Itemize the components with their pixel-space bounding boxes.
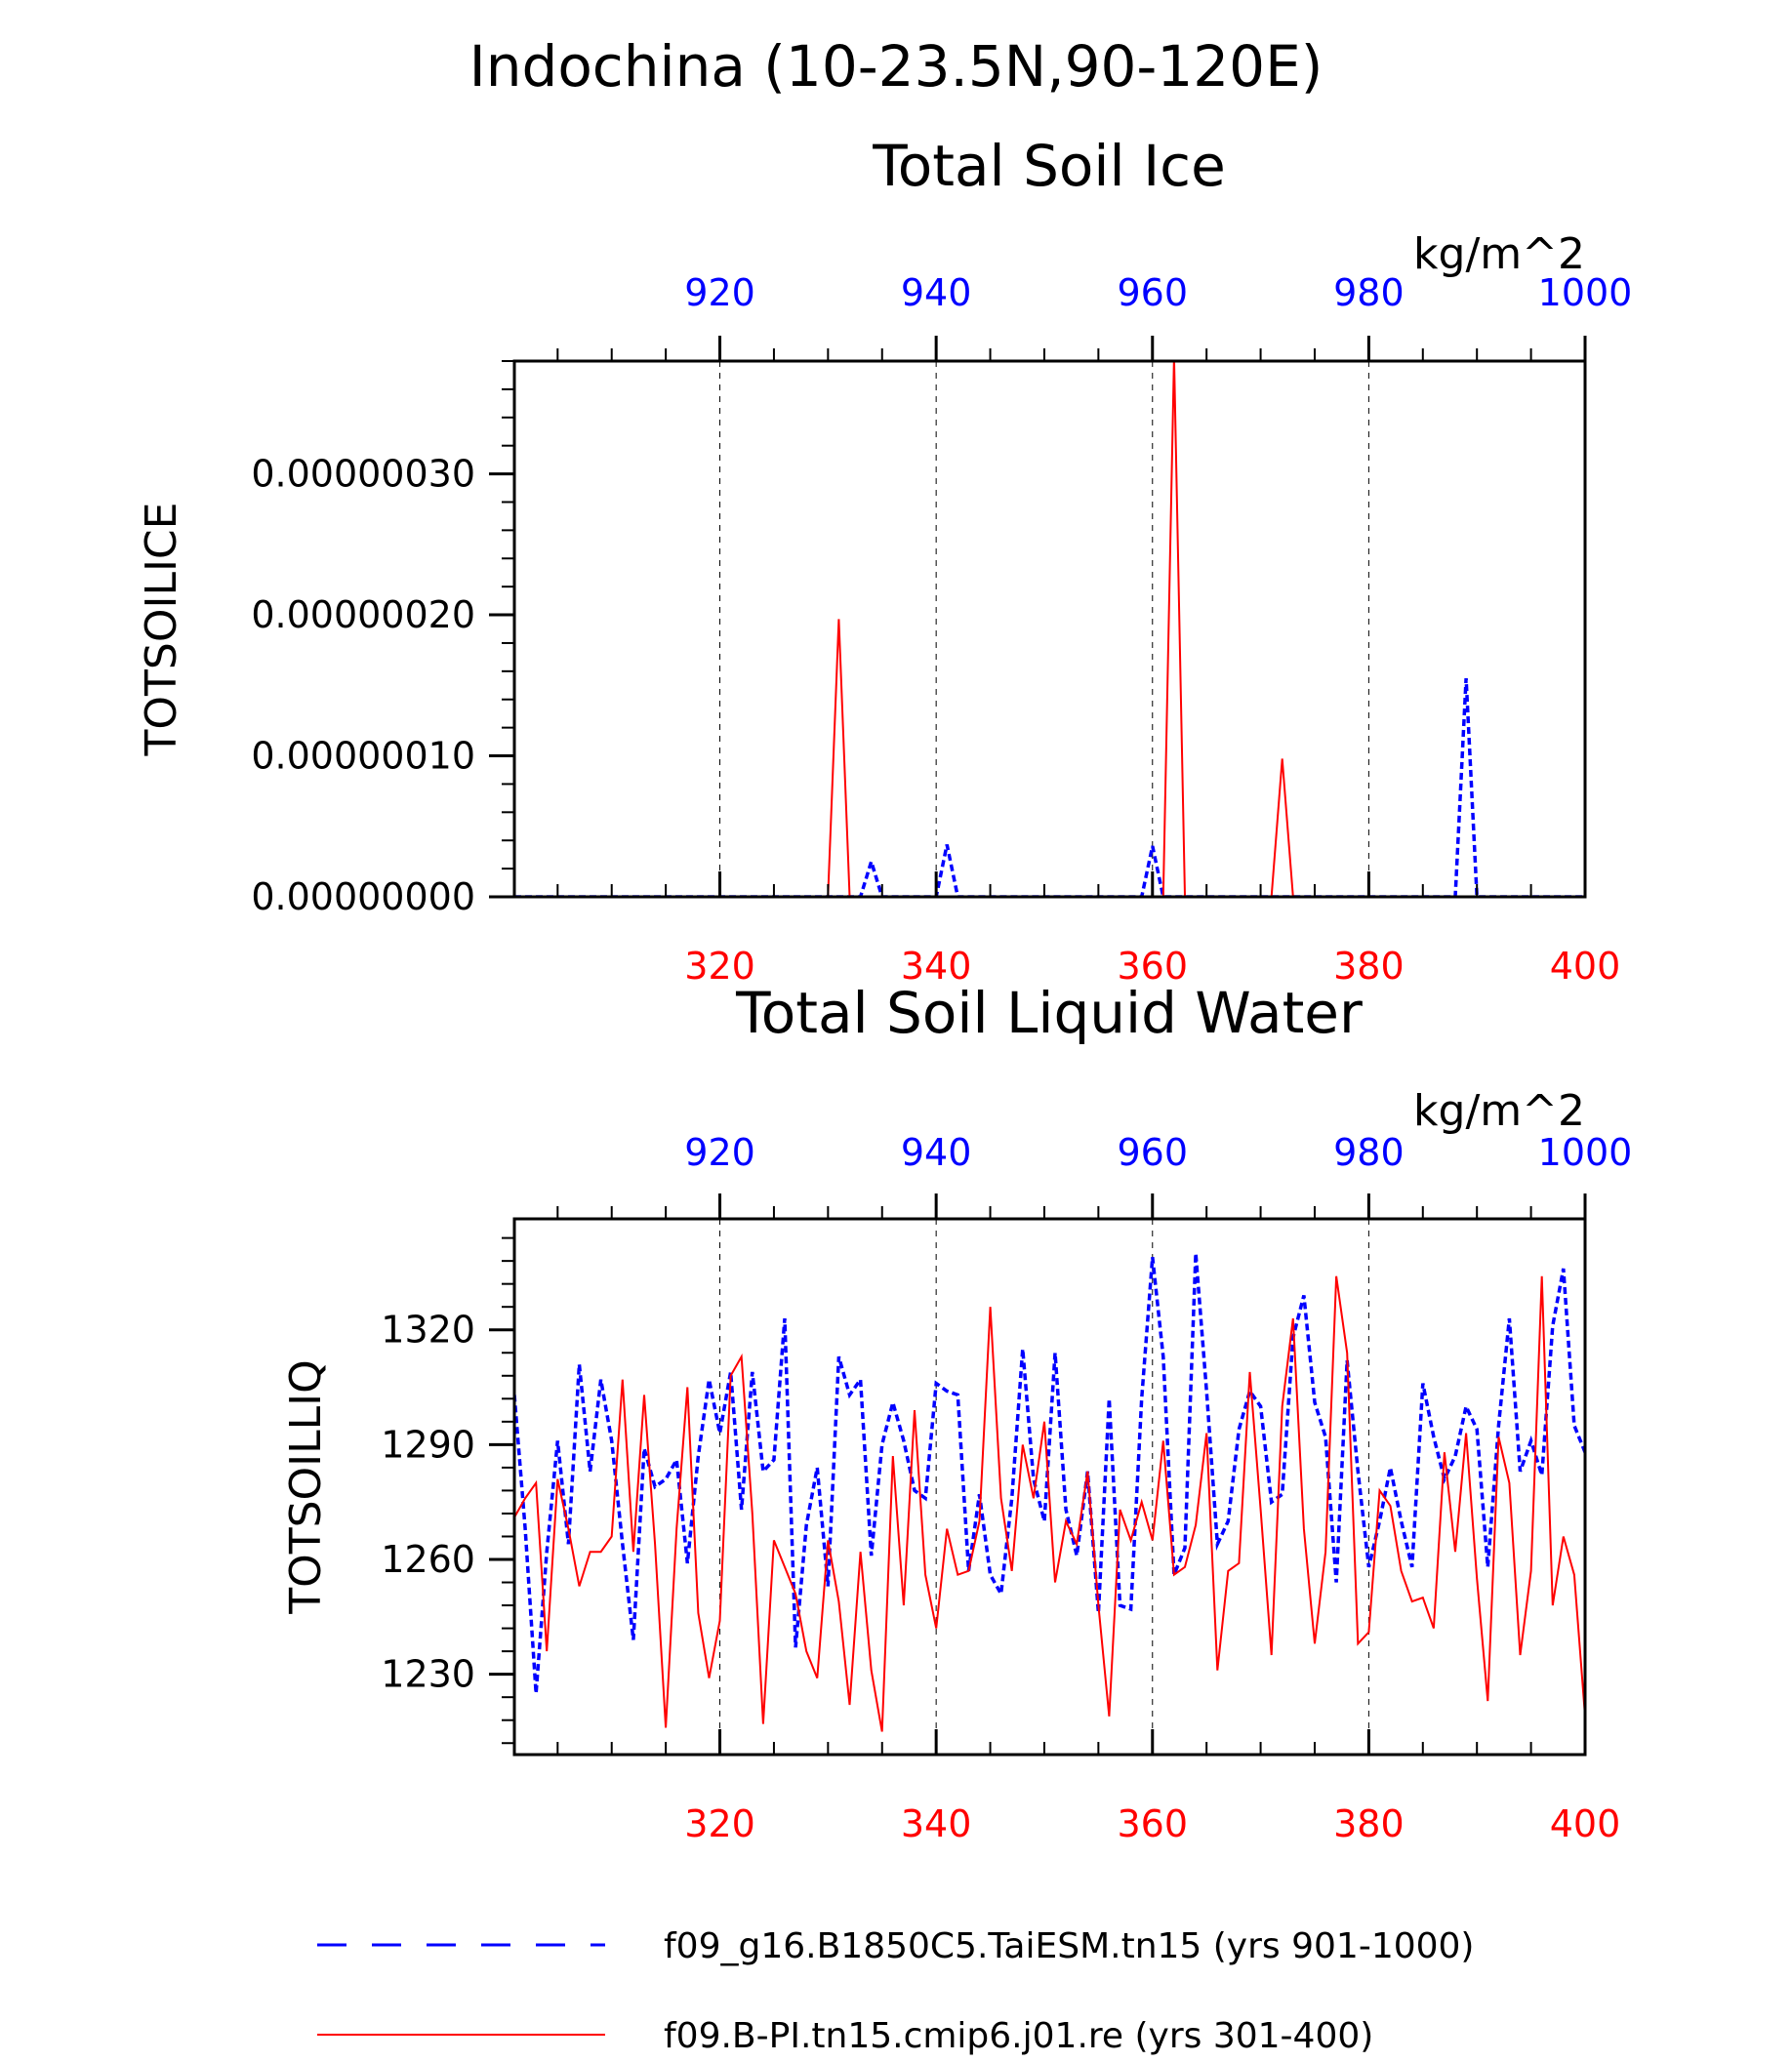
y-tick-label: 1320: [381, 1309, 475, 1352]
panel-title: Total Soil Ice: [872, 133, 1226, 199]
plot-frame: [512, 359, 1587, 899]
panel-2: Total Soil Liquid Water kg/m^2 920 940 960 98…: [281, 980, 1632, 1845]
top-tick-label: 960: [1118, 1131, 1189, 1174]
top-tick-label: 1000: [1538, 271, 1633, 314]
y-tick-label: 1260: [381, 1538, 475, 1581]
top-tick-label: 1000: [1538, 1131, 1633, 1174]
bottom-tick-label: 360: [1118, 1802, 1189, 1845]
series-red-line: [514, 1275, 1585, 1732]
units-label: kg/m^2: [1413, 229, 1585, 279]
y-tick-label: 0.00000020: [251, 593, 475, 636]
top-tick-label: 920: [684, 1131, 755, 1174]
panel-1: Total Soil Ice kg/m^2 920 940 960 980 1000 320 3…: [137, 133, 1632, 988]
top-tick-label: 980: [1333, 271, 1405, 314]
series-group: [514, 1253, 1585, 1732]
top-tick-label: 940: [901, 1131, 972, 1174]
bottom-tick-label: 400: [1550, 945, 1621, 988]
panel-title: Total Soil Liquid Water: [735, 980, 1363, 1046]
top-tick-label: 980: [1333, 1131, 1405, 1174]
bottom-tick-label: 380: [1333, 1802, 1405, 1845]
series-red-line: [514, 361, 1585, 897]
main-title: Indochina (10-23.5N,90-120E): [469, 33, 1324, 100]
legend-label: f09.B-PI.tn15.cmip6.j01.re (yrs 301-400): [664, 2016, 1373, 2056]
bottom-tick-label: 320: [684, 1802, 755, 1845]
top-tick-label: 920: [684, 271, 755, 314]
y-tick-label: 1290: [381, 1423, 475, 1466]
series-group: [514, 361, 1585, 897]
plot-frame: [512, 1217, 1587, 1757]
y-tick-label: 1230: [381, 1653, 475, 1696]
legend: f09_g16.B1850C5.TaiESM.tn15 (yrs 901-100…: [317, 1926, 1474, 2056]
series-blue-line: [514, 678, 1585, 897]
bottom-tick-label: 400: [1550, 1802, 1621, 1845]
series-blue-line: [514, 1253, 1585, 1694]
bottom-tick-label: 380: [1333, 945, 1405, 988]
bottom-tick-label: 340: [901, 1802, 972, 1845]
legend-label: f09_g16.B1850C5.TaiESM.tn15 (yrs 901-100…: [664, 1926, 1474, 1966]
bottom-tick-label: 360: [1118, 945, 1189, 988]
top-tick-label: 960: [1118, 271, 1189, 314]
y-tick-label: 0.00000000: [251, 875, 475, 918]
y-tick-label: 0.00000010: [251, 735, 475, 778]
bottom-tick-label: 340: [901, 945, 972, 988]
chart-panels: Total Soil Ice kg/m^2 920 940 960 980 1000 320 3…: [137, 133, 1632, 1845]
y-axis-label: TOTSOILLIQ: [281, 1359, 331, 1615]
units-label: kg/m^2: [1413, 1086, 1585, 1136]
y-tick-label: 0.00000030: [251, 453, 475, 496]
y-axis-label: TOTSOILICE: [137, 503, 186, 757]
bottom-tick-label: 320: [684, 945, 755, 988]
top-tick-label: 940: [901, 271, 972, 314]
